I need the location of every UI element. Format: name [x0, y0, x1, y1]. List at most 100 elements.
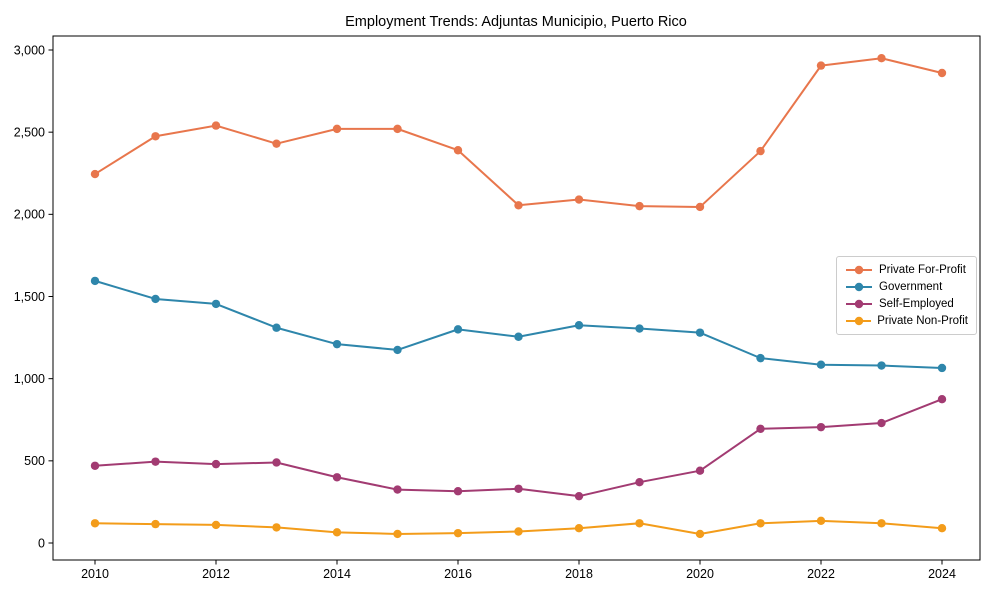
- series-line: [94, 279, 943, 369]
- data-point: [393, 124, 402, 134]
- data-point: [272, 323, 281, 332]
- x-tick-label: 2020: [686, 567, 714, 581]
- data-point: [695, 529, 705, 539]
- legend-dot: [854, 316, 864, 326]
- data-point: [937, 524, 947, 533]
- legend-dot: [854, 265, 864, 275]
- data-point: [90, 276, 100, 286]
- data-point: [393, 345, 402, 355]
- chart-title: Employment Trends: Adjuntas Municipio, P…: [345, 14, 687, 30]
- data-point: [90, 461, 100, 470]
- data-point: [90, 519, 100, 528]
- legend-label: Private Non-Profit: [877, 315, 968, 327]
- data-point: [393, 485, 402, 494]
- y-tick-label: 0: [38, 536, 45, 550]
- data-point: [211, 121, 221, 130]
- data-point: [937, 363, 947, 373]
- legend-dot: [854, 282, 864, 292]
- legend-marker-icon: [846, 265, 872, 275]
- data-point: [574, 321, 584, 330]
- data-point: [151, 519, 160, 529]
- data-point: [816, 422, 826, 432]
- data-point: [756, 146, 765, 156]
- data-point: [635, 519, 644, 528]
- axes: 0 500 1,000 1,500 2,000 2,500 3,000 2010 2012 201…: [14, 35, 981, 581]
- data-point: [211, 299, 221, 309]
- y-tick-label: 2,500: [14, 125, 45, 139]
- data-point: [877, 54, 886, 63]
- data-point: [756, 353, 765, 363]
- data-point: [695, 202, 705, 212]
- data-point: [514, 201, 523, 210]
- data-point: [816, 61, 826, 70]
- data-point: [937, 68, 947, 78]
- legend-dot: [854, 299, 864, 309]
- data-point: [877, 361, 886, 370]
- x-tick-label: 2016: [444, 567, 472, 581]
- y-tick-label: 1,000: [14, 372, 45, 386]
- data-point: [514, 332, 523, 341]
- data-point: [393, 529, 402, 539]
- legend-label: Self-Employed: [879, 298, 954, 310]
- data-point: [211, 459, 221, 469]
- y-tick-label: 3,000: [14, 43, 45, 57]
- data-point: [877, 519, 886, 528]
- data-point: [695, 466, 705, 475]
- legend-item: Private For-Profit: [845, 264, 968, 276]
- data-point: [756, 519, 765, 528]
- y-tick-label: 500: [24, 454, 45, 468]
- y-tick-label: 1,500: [14, 290, 45, 304]
- data-point: [695, 328, 705, 337]
- series-group: [90, 54, 947, 539]
- legend: Private For-Profit Government Self-Employe…: [836, 256, 977, 335]
- data-point: [514, 484, 523, 493]
- data-point: [272, 458, 281, 467]
- legend-item: Government: [845, 281, 968, 293]
- x-tick-label: 2024: [928, 567, 956, 581]
- data-point: [272, 139, 281, 148]
- legend-marker-icon: [846, 282, 872, 292]
- data-point: [453, 487, 463, 496]
- x-tick-label: 2018: [565, 567, 593, 581]
- plot-border: [52, 35, 981, 561]
- data-point: [635, 201, 644, 211]
- x-tick-label: 2022: [807, 567, 835, 581]
- data-point: [211, 520, 221, 530]
- data-point: [151, 457, 160, 466]
- data-point: [816, 360, 826, 369]
- legend-marker-icon: [846, 299, 872, 309]
- legend-label: Government: [879, 281, 943, 293]
- data-point: [332, 473, 342, 482]
- legend-item: Self-Employed: [845, 298, 968, 310]
- data-point: [574, 524, 584, 533]
- legend-marker-icon: [846, 316, 872, 326]
- legend-label: Private For-Profit: [879, 264, 966, 276]
- data-point: [756, 424, 765, 433]
- series-line: [94, 57, 943, 208]
- data-point: [635, 324, 644, 333]
- x-tick-label: 2014: [323, 567, 351, 581]
- data-point: [635, 477, 644, 487]
- data-point: [332, 124, 342, 134]
- data-point: [574, 491, 584, 501]
- data-point: [937, 395, 947, 404]
- data-point: [574, 195, 584, 204]
- legend-item: Private Non-Profit: [845, 315, 968, 327]
- data-point: [272, 523, 281, 532]
- data-point: [453, 528, 463, 538]
- data-point: [90, 169, 100, 179]
- data-point: [514, 527, 523, 536]
- data-point: [332, 339, 342, 349]
- data-point: [877, 418, 886, 428]
- data-point: [332, 528, 342, 537]
- data-point: [816, 516, 826, 526]
- y-tick-label: 2,000: [14, 208, 45, 222]
- data-point: [151, 132, 160, 141]
- data-point: [453, 146, 463, 155]
- data-point: [453, 325, 463, 334]
- x-tick-label: 2012: [202, 567, 230, 581]
- x-tick-label: 2010: [81, 567, 109, 581]
- data-point: [151, 294, 160, 304]
